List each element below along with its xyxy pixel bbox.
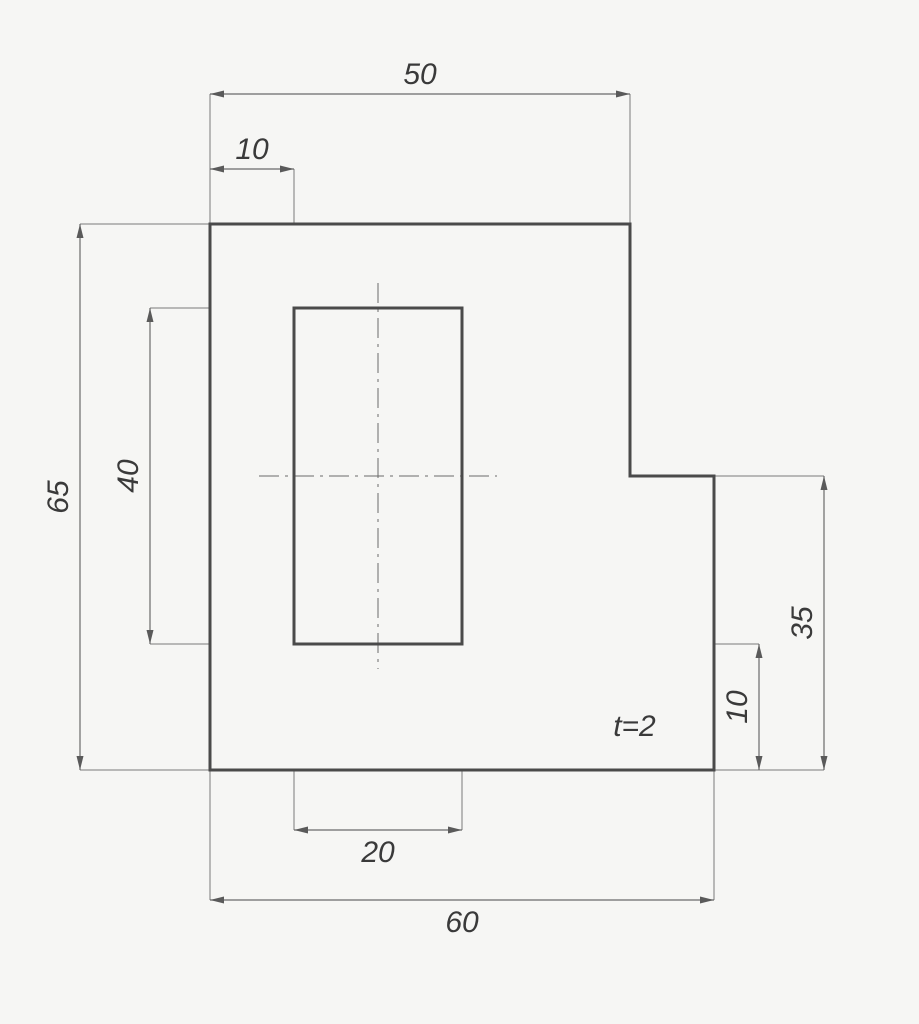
dim-label-cutout_offset_y: 10 xyxy=(721,690,754,724)
dim-label-cutout_offset_x: 10 xyxy=(235,133,269,166)
dim-label-top_width: 50 xyxy=(403,58,437,91)
dim-label-step_height: 35 xyxy=(786,606,819,640)
dim-label-overall_width: 60 xyxy=(445,906,479,939)
dim-label-overall_height: 65 xyxy=(42,480,75,514)
dim-label-cutout_width: 20 xyxy=(360,836,395,869)
dim-label-cutout_height: 40 xyxy=(112,459,145,493)
thickness-note: t=2 xyxy=(613,710,656,743)
